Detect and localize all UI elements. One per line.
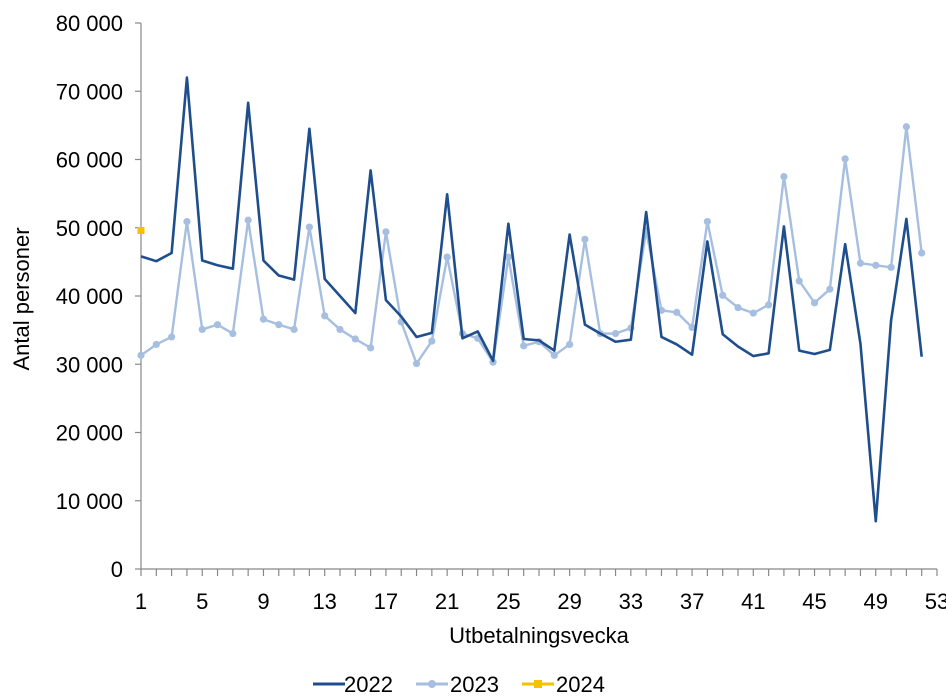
data-point-2023 [321,312,329,320]
x-axis-title: Utbetalningsvecka [449,623,630,648]
data-point-2023 [229,329,237,338]
legend: 2022 2023 2024 [313,672,605,697]
data-point-2023 [137,351,145,359]
data-point-2023 [290,325,298,334]
legend-item-2023: 2023 [416,672,499,697]
data-point-2023 [367,344,375,352]
legend-label: 2023 [450,672,499,697]
series-2024 [137,226,145,234]
data-point-2023 [275,321,283,329]
series-2022 [140,76,923,523]
data-point-2023 [780,172,788,181]
data-point-2023 [443,253,451,261]
legend-item-2022: 2022 [313,672,393,697]
data-point-2023 [810,299,819,307]
data-point-2023 [382,228,390,236]
data-point-2023 [765,301,773,309]
data-point-2023 [826,285,834,293]
data-point-2023 [719,291,727,299]
data-point-2023 [703,218,711,226]
data-point-2023 [244,216,252,224]
data-point-2023 [428,337,436,345]
data-point-2023 [749,309,757,317]
data-point-2023 [673,308,681,316]
series-layer [137,76,926,523]
data-point-2023 [489,358,497,366]
x-tick-label: 9 [257,589,269,614]
data-point-2023 [795,277,803,285]
series-2023 [137,123,926,368]
x-tick-label: 53 [925,589,946,614]
data-point-2023 [351,335,359,343]
data-point-2023 [841,155,849,163]
data-point-2023 [183,218,191,226]
data-point-2023 [688,323,696,331]
data-point-2023 [887,263,895,271]
data-point-2023 [856,259,865,267]
data-point-2024 [137,226,145,234]
data-point-2023 [566,340,574,349]
data-point-2023 [902,123,910,131]
legend-swatch-marker [534,680,542,688]
data-point-2023 [581,235,589,243]
y-tick-label: 50 000 [56,216,123,241]
data-point-2023 [168,333,176,341]
x-tick-label: 45 [802,589,826,614]
x-tick-label: 37 [680,589,704,614]
y-tick-label: 60 000 [56,148,123,173]
data-point-2023 [259,315,268,323]
y-tick-label: 0 [111,557,123,582]
data-point-2023 [734,304,742,312]
data-point-2023 [872,261,880,269]
x-tick-label: 25 [496,589,520,614]
data-point-2023 [336,325,344,334]
data-point-2023 [918,249,926,257]
data-point-2023 [305,223,313,231]
series-line-2023 [140,125,923,365]
data-point-2023 [412,359,421,368]
x-tick-label: 33 [619,589,643,614]
y-tick-label: 80 000 [56,11,123,36]
x-tick-label: 49 [864,589,888,614]
x-tick-label: 41 [741,589,765,614]
data-point-2023 [198,325,206,334]
axes: 0 10 000 20 000 30 000 40 000 50 000 60 000 70 … [56,11,946,614]
data-point-2023 [520,342,528,350]
legend-swatch-marker [428,680,436,688]
data-point-2023 [611,329,620,338]
x-tick-label: 13 [312,589,336,614]
series-line-2022 [140,76,923,523]
y-axis-title: Antal personer [9,227,34,370]
data-point-2023 [152,340,160,349]
data-point-2023 [504,253,512,261]
x-tick-label: 5 [196,589,208,614]
x-tick-label: 1 [135,589,147,614]
y-tick-label: 70 000 [56,79,123,104]
x-tick-label: 17 [374,589,398,614]
y-tick-label: 30 000 [56,352,123,377]
legend-label: 2022 [344,672,393,697]
y-tick-label: 10 000 [56,489,123,514]
legend-label: 2024 [556,672,605,697]
x-tick-label: 21 [435,589,459,614]
legend-item-2024: 2024 [522,672,605,697]
data-point-2023 [213,321,222,329]
x-tick-label: 29 [557,589,581,614]
data-point-2023 [550,351,558,359]
y-tick-label: 20 000 [56,421,123,446]
y-tick-label: 40 000 [56,284,123,309]
